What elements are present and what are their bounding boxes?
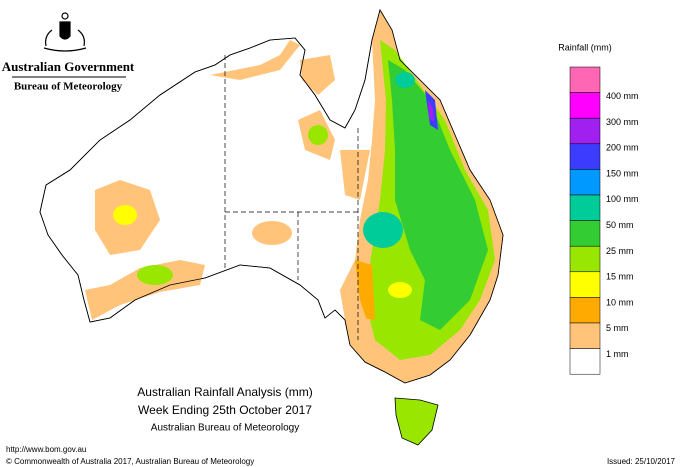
mainland — [39, 8, 504, 384]
issued: Issued: 25/10/2017 — [607, 457, 676, 466]
legend-swatch — [569, 348, 601, 375]
legend-label: 100 mm — [606, 194, 639, 204]
legend-label: 50 mm — [606, 220, 634, 230]
crest — [43, 12, 87, 52]
legend-swatch — [569, 66, 601, 93]
map-subtitle: Week Ending 25th October 2017 — [138, 403, 312, 417]
legend-swatch — [569, 143, 601, 170]
legend-swatch — [569, 169, 601, 196]
map-title: Australian Rainfall Analysis (mm) — [137, 385, 312, 399]
legend-label: 15 mm — [606, 272, 634, 282]
copyright: © Commonwealth of Australia 2017, Austra… — [6, 457, 254, 466]
legend-label: 25 mm — [606, 246, 634, 256]
legend-label: 5 mm — [606, 323, 629, 333]
legend-swatch — [569, 297, 601, 324]
legend-swatch — [569, 92, 601, 119]
legend-title: Rainfall (mm) — [558, 42, 612, 52]
agency: Australian Government — [2, 59, 135, 74]
legend-swatch — [569, 194, 601, 221]
legend-label: 300 mm — [606, 117, 639, 127]
legend: 400 mm 300 mm 200 mm 150 mm 100 mm 50 mm 25 mm… — [569, 66, 639, 375]
legend-swatch — [569, 271, 601, 298]
legend-swatch — [569, 245, 601, 273]
map-source: Australian Bureau of Meteorology — [151, 423, 299, 434]
legend-swatch — [569, 322, 601, 349]
legend-label: 10 mm — [606, 297, 634, 307]
legend-label: 150 mm — [606, 168, 639, 178]
legend-label: 200 mm — [606, 143, 639, 153]
legend-label: 1 mm — [606, 349, 629, 359]
legend-swatch — [569, 220, 601, 247]
bureau: Bureau of Meteorology — [14, 81, 123, 93]
tasmania — [394, 397, 439, 446]
legend-label: 400 mm — [606, 91, 639, 101]
url: http://www.bom.gov.au — [6, 445, 86, 454]
legend-swatch — [569, 117, 601, 145]
